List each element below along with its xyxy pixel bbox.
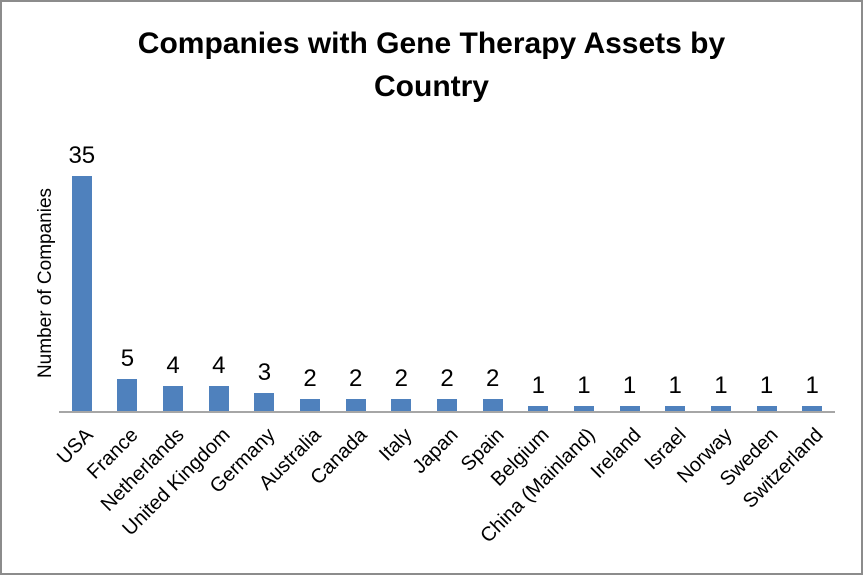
bar-value-label: 1 — [668, 372, 682, 399]
bar-usa — [71, 176, 92, 413]
bar-belgium — [528, 406, 549, 413]
bar-value-label: 3 — [257, 359, 272, 386]
bar-japan — [437, 399, 457, 413]
bar-value-label: 1 — [759, 372, 774, 399]
bar-value-label: 1 — [714, 372, 728, 399]
bar-value-label: 4 — [166, 352, 180, 379]
bar-netherlands — [163, 386, 184, 413]
bar-value-label: 5 — [120, 345, 135, 372]
bar-value-label: 1 — [577, 372, 591, 399]
bar-value-label: 1 — [805, 372, 819, 399]
bar-value-label: 2 — [440, 365, 454, 392]
bar-france — [117, 379, 138, 413]
bar-ireland — [619, 406, 640, 413]
bar-value-label: 2 — [303, 365, 317, 392]
bar-canada — [345, 399, 366, 413]
bar-value-label: 2 — [349, 365, 363, 392]
bar-norway — [710, 406, 731, 413]
bar-australia — [300, 399, 321, 413]
bar-italy — [391, 399, 412, 413]
bar-value-label: 2 — [394, 365, 409, 392]
bar-united-kingdom — [208, 386, 229, 413]
chart-title: Companies with Gene Therapy Assets by Co… — [137, 27, 726, 103]
x-axis-line — [59, 411, 835, 413]
bar-spain — [482, 399, 503, 413]
bar-value-label: 35 — [68, 142, 96, 169]
bar-value-label: 2 — [485, 365, 500, 392]
bar-value-label: 4 — [212, 352, 226, 379]
bar-value-label: 1 — [531, 372, 545, 399]
bar-sweden — [756, 406, 777, 413]
bar-israel — [665, 406, 686, 413]
bar-germany — [254, 393, 275, 413]
bar-switzerland — [802, 406, 823, 413]
bar-china-mainland — [573, 406, 594, 413]
bar-value-label: 1 — [622, 372, 637, 399]
